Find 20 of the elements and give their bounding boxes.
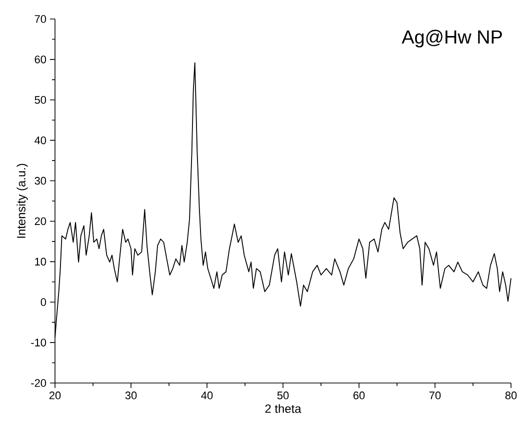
x-tick-label: 60: [353, 392, 365, 400]
y-tick-label: 0: [40, 298, 46, 306]
x-axis-title: 2 theta: [265, 404, 302, 413]
y-tick-label: -20: [31, 379, 46, 387]
y-tick-label: 70: [34, 15, 46, 23]
y-tick-label: -10: [31, 338, 46, 346]
y-tick-label: 30: [34, 176, 46, 185]
x-tick-label: 80: [505, 392, 517, 400]
y-tick-label: 10: [35, 258, 46, 266]
y-tick-label: 20: [34, 217, 46, 226]
annotation: Ag@Hw NP: [402, 30, 502, 48]
y-axis-title: Intensity (a.u.): [16, 164, 28, 238]
x-tick-label: 70: [429, 392, 441, 400]
x-tick-label: 30: [125, 392, 137, 400]
x-tick-label: 50: [277, 392, 289, 400]
x-tick-label: 40: [201, 392, 213, 400]
y-tick-label: 60: [34, 56, 46, 64]
y-tick-label: 40: [34, 136, 46, 144]
y-tick-label: 50: [34, 96, 46, 104]
x-tick-label: 20: [49, 392, 61, 400]
